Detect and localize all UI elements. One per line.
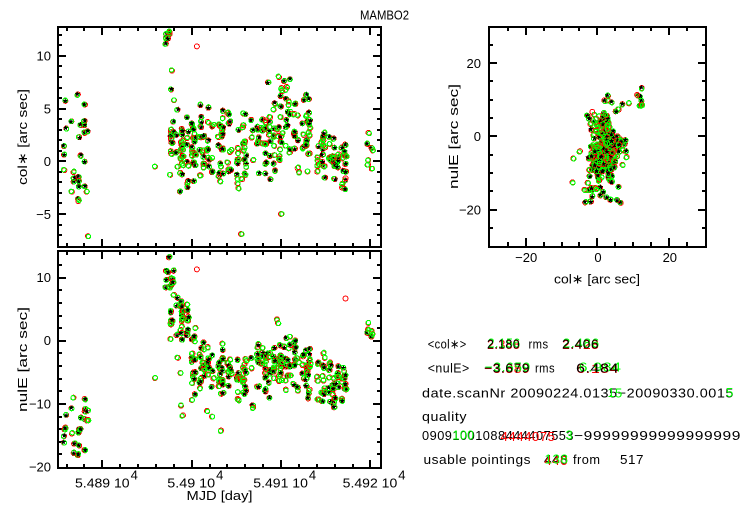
svg-text:rms: rms: [535, 360, 555, 375]
svg-text:517: 517: [620, 452, 644, 467]
svg-text:<nulE>: <nulE>: [428, 360, 470, 375]
svg-text:−5: −5: [36, 207, 51, 222]
svg-text:−20: −20: [459, 203, 481, 218]
svg-text:2.486: 2.486: [563, 336, 600, 351]
svg-text:from: from: [573, 452, 601, 467]
svg-text:nulE [arc sec]: nulE [arc sec]: [15, 307, 30, 412]
svg-text:20: 20: [663, 250, 677, 265]
svg-text:3: 3: [566, 427, 574, 442]
svg-text:2.428: 2.428: [562, 337, 599, 352]
svg-text:5: 5: [44, 101, 51, 116]
svg-text:5.49 10: 5.49 10: [167, 475, 215, 490]
svg-text:−99999999999999999: −99999999999999999: [574, 428, 741, 443]
svg-text:quality: quality: [422, 409, 467, 424]
svg-text:0: 0: [44, 333, 51, 348]
svg-text:5.492 10: 5.492 10: [343, 475, 398, 490]
svg-text:MJD [day]: MJD [day]: [187, 488, 253, 503]
svg-text:2.406: 2.406: [562, 336, 599, 351]
svg-text:10: 10: [37, 49, 51, 64]
svg-text:−3.679: −3.679: [484, 360, 530, 375]
svg-text:nulE [arc sec]: nulE [arc sec]: [446, 84, 461, 189]
svg-text:5: 5: [615, 385, 623, 400]
svg-text:2.180: 2.180: [487, 336, 520, 351]
svg-text:138: 138: [545, 451, 569, 466]
svg-text:−3.659: −3.659: [485, 360, 531, 375]
svg-text:100: 100: [453, 427, 475, 442]
svg-text:5.491 10: 5.491 10: [253, 475, 308, 490]
svg-text:2.388: 2.388: [487, 337, 520, 352]
svg-text:0: 0: [474, 129, 481, 144]
svg-text:−3.889: −3.889: [484, 361, 530, 376]
svg-text:6.984: 6.984: [579, 360, 622, 375]
svg-text:usable pointings: usable pointings: [424, 452, 532, 467]
svg-text:<col∗>: <col∗>: [428, 336, 467, 351]
svg-text:5: 5: [726, 385, 734, 400]
svg-text:440: 440: [544, 453, 568, 468]
svg-text:0: 0: [594, 250, 601, 265]
svg-text:20: 20: [467, 56, 481, 71]
svg-text:6.184: 6.184: [576, 361, 619, 376]
svg-text:1: 1: [608, 385, 616, 400]
svg-text:MAMBO2: MAMBO2: [360, 8, 409, 23]
svg-text:4444075: 4444075: [501, 429, 556, 444]
svg-text:448: 448: [544, 452, 568, 467]
svg-text:4: 4: [216, 468, 223, 483]
svg-text:5.489 10: 5.489 10: [75, 475, 130, 490]
svg-text:09091001088444407553: 09091001088444407553: [422, 428, 574, 443]
svg-text:6.484: 6.484: [576, 360, 619, 375]
svg-text:4: 4: [398, 468, 405, 483]
svg-text:rms: rms: [529, 336, 549, 351]
svg-text:10: 10: [37, 270, 51, 285]
svg-text:4: 4: [309, 468, 316, 483]
svg-text:2.156: 2.156: [488, 336, 521, 351]
svg-text:−20: −20: [515, 250, 537, 265]
svg-text:−10: −10: [29, 396, 51, 411]
svg-text:−20: −20: [29, 460, 51, 475]
svg-text:col∗ [arc sec]: col∗ [arc sec]: [554, 272, 640, 287]
svg-text:4: 4: [131, 468, 138, 483]
svg-text:date.scanNr 20090224.0135−2009: date.scanNr 20090224.0135−20090330.0015: [422, 386, 734, 401]
svg-text:0: 0: [44, 154, 51, 169]
svg-text:col∗ [arc sec]: col∗ [arc sec]: [15, 89, 30, 185]
